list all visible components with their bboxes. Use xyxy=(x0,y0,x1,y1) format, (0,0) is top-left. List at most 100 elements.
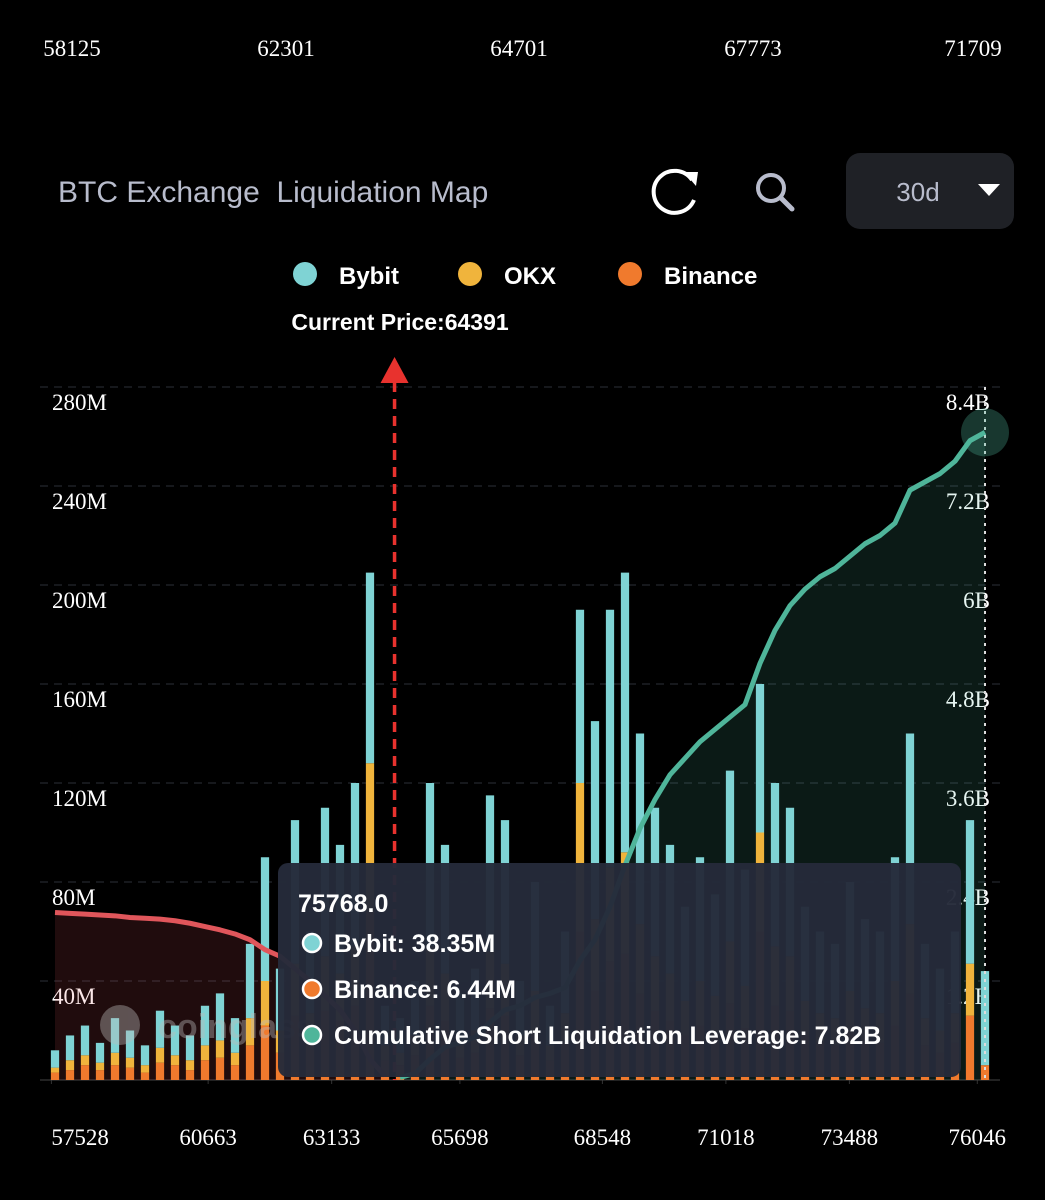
bar-segment xyxy=(200,1045,210,1061)
refresh-arrow xyxy=(684,172,698,186)
bar-segment xyxy=(230,1065,240,1080)
x-tick-label: 71018 xyxy=(697,1125,755,1150)
top-label: 67773 xyxy=(724,36,782,61)
legend-label: Bybit xyxy=(339,263,399,290)
bar-segment xyxy=(95,1062,105,1071)
tooltip-line: Cumulative Short Liquidation Leverage: 7… xyxy=(334,1022,881,1050)
bar-segment xyxy=(140,1045,150,1066)
current-price-arrow xyxy=(380,357,409,383)
current-price-value: 64391 xyxy=(445,309,509,335)
tooltip-box xyxy=(278,863,961,1077)
x-tick-label: 57528 xyxy=(51,1125,109,1150)
bar-segment xyxy=(575,783,585,932)
bar-segment xyxy=(155,1010,165,1048)
bar-segment xyxy=(215,1040,225,1058)
search-icon xyxy=(756,173,786,203)
x-tick-label: 76046 xyxy=(949,1125,1007,1150)
bar-segment xyxy=(95,1070,105,1080)
top-label: 64701 xyxy=(490,36,548,61)
bar-segment xyxy=(230,1018,240,1053)
bar-segment xyxy=(365,572,375,764)
bar-segment xyxy=(110,1065,120,1080)
y2-tick-label: 6B xyxy=(963,588,990,613)
y-tick-label: 280M xyxy=(52,390,107,415)
top-label: 58125 xyxy=(43,36,101,61)
bar-segment xyxy=(260,1025,270,1080)
tooltip-title: 75768.0 xyxy=(298,890,388,918)
bar-segment xyxy=(170,1055,180,1066)
tooltip-dot xyxy=(301,1024,323,1046)
bar-segment xyxy=(755,684,765,833)
legend-marker xyxy=(458,262,482,286)
y-tick-label: 120M xyxy=(52,786,107,811)
y-tick-label: 240M xyxy=(52,489,107,514)
legend-label: Binance xyxy=(664,263,757,290)
bar-segment xyxy=(170,1025,180,1056)
y-tick-label: 40M xyxy=(52,984,95,1009)
bar-segment xyxy=(50,1050,60,1068)
bar-segment xyxy=(125,1057,135,1068)
search-handle xyxy=(778,195,795,212)
dropdown-value: 30d xyxy=(896,177,939,207)
chart: Bybit OKX Binance Current Price:64391 40M 80M… xyxy=(40,262,1009,1150)
bar-segment xyxy=(185,1035,195,1061)
y-tick-label: 200M xyxy=(52,588,107,613)
legend-marker xyxy=(293,262,317,286)
bar-segment xyxy=(965,820,975,964)
bar-segment xyxy=(65,1035,75,1061)
bar-segment xyxy=(245,1045,255,1080)
bar-segment xyxy=(215,993,225,1041)
range-dropdown[interactable]: 30d xyxy=(846,153,1014,229)
bar-segment xyxy=(605,609,615,868)
bar-segment xyxy=(80,1065,90,1080)
current-price-label: Current Price:64391 xyxy=(291,309,509,335)
x-tick-label: 60663 xyxy=(179,1125,237,1150)
x-tick-label: 65698 xyxy=(431,1125,489,1150)
legend-marker xyxy=(618,262,642,286)
refresh-button[interactable] xyxy=(651,168,698,215)
bar-segment xyxy=(575,609,585,783)
bar-segment xyxy=(65,1070,75,1080)
bar-segment xyxy=(215,1057,225,1080)
bar-segment xyxy=(80,1055,90,1066)
y-tick-label: 80M xyxy=(52,885,95,910)
search-button[interactable] xyxy=(756,173,795,212)
x-tick-label: 68548 xyxy=(574,1125,632,1150)
bar-segment xyxy=(200,1005,210,1046)
bar-segment xyxy=(590,721,600,920)
bar-segment xyxy=(365,763,375,912)
bar-segment xyxy=(905,733,915,925)
bar-segment xyxy=(125,1030,135,1058)
watermark-logo xyxy=(100,1005,140,1045)
bar-segment xyxy=(110,1052,120,1066)
x-tick-label: 63133 xyxy=(303,1125,361,1150)
top-labels: 58125 62301 64701 67773 71709 xyxy=(43,36,1002,61)
y2-tick-label: 4.8B xyxy=(946,687,990,712)
bar-segment xyxy=(980,1065,990,1080)
highlight-point xyxy=(961,408,1009,457)
top-label: 62301 xyxy=(257,36,315,61)
bar-segment xyxy=(110,1018,120,1053)
bar-segment xyxy=(185,1060,195,1071)
bar-segment xyxy=(95,1042,105,1063)
y-tick-label: 160M xyxy=(52,687,107,712)
bar-segment xyxy=(260,981,270,1026)
bar-segment xyxy=(965,963,975,1016)
bar-segment xyxy=(155,1047,165,1063)
bar-segment xyxy=(980,971,990,1066)
bar-segment xyxy=(620,572,630,853)
bar-segment xyxy=(65,1060,75,1071)
tooltip-line: Bybit: 38.35M xyxy=(334,930,495,958)
bar-segment xyxy=(50,1072,60,1080)
tooltip-line: Binance: 6.44M xyxy=(334,976,516,1004)
tooltip: 75768.0 Bybit: 38.35M Binance: 6.44M Cumula… xyxy=(278,863,961,1077)
y2-tick-label: 7.2B xyxy=(946,489,990,514)
y2-tick-label: 8.4B xyxy=(946,390,990,415)
bar-segment xyxy=(260,857,270,981)
bar-segment xyxy=(140,1072,150,1080)
dropdown-caret xyxy=(978,184,1000,196)
top-label: 71709 xyxy=(944,36,1002,61)
legend-label: OKX xyxy=(504,263,556,290)
bar-segment xyxy=(245,1018,255,1046)
bar-segment xyxy=(230,1052,240,1066)
